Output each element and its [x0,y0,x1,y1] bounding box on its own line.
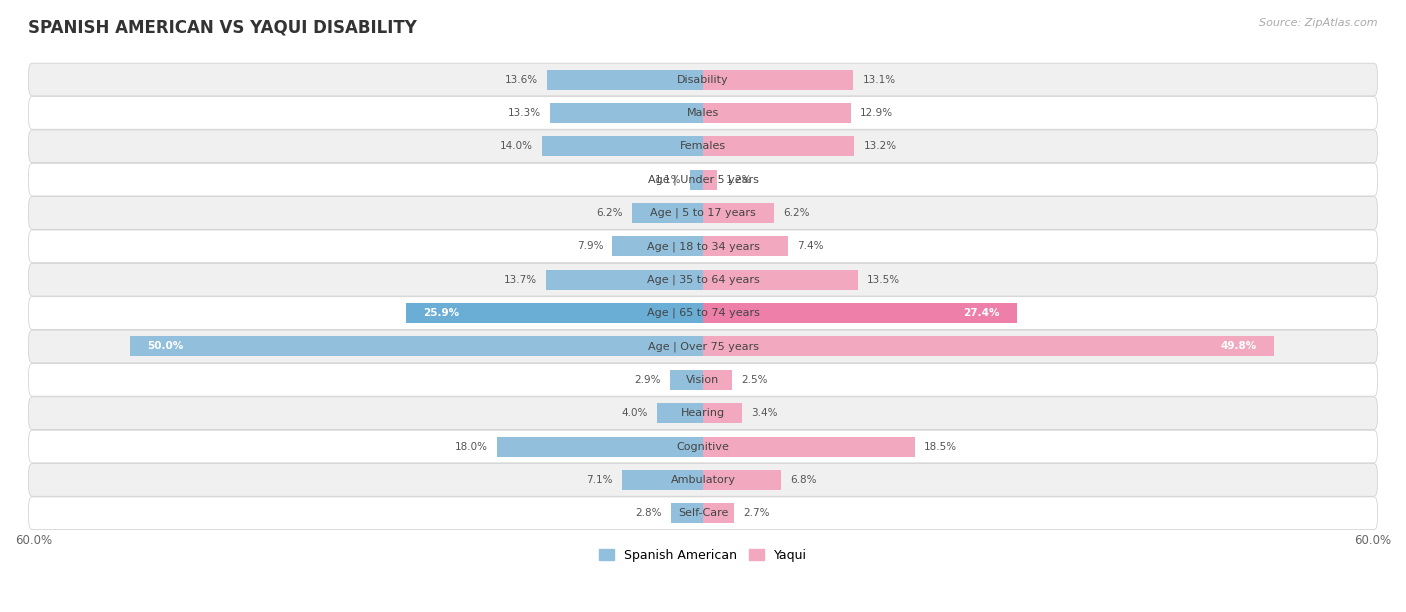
Bar [543,136,703,156]
Bar [551,103,703,123]
Bar [690,170,703,190]
Text: Self-Care: Self-Care [678,508,728,518]
Text: 13.2%: 13.2% [863,141,897,151]
FancyBboxPatch shape [28,97,1378,129]
Bar [703,236,787,256]
Bar [621,470,703,490]
Text: Age | Over 75 years: Age | Over 75 years [648,341,758,352]
Text: 6.8%: 6.8% [790,475,817,485]
Text: 27.4%: 27.4% [963,308,1000,318]
Bar [546,270,703,289]
Text: 13.1%: 13.1% [862,75,896,84]
Text: Hearing: Hearing [681,408,725,418]
Bar [703,103,851,123]
Bar [703,70,853,89]
Text: Males: Males [688,108,718,118]
Text: 13.7%: 13.7% [503,275,537,285]
Text: 6.2%: 6.2% [783,208,810,218]
Bar [703,203,775,223]
Text: Vision: Vision [686,375,720,385]
FancyBboxPatch shape [28,364,1378,396]
Text: 60.0%: 60.0% [1354,534,1391,547]
Text: 14.0%: 14.0% [501,141,533,151]
Text: 7.9%: 7.9% [576,241,603,252]
Bar [669,370,703,390]
Text: Disability: Disability [678,75,728,84]
Bar [703,436,915,457]
Text: Cognitive: Cognitive [676,441,730,452]
Bar [703,270,858,289]
Text: 1.1%: 1.1% [655,174,682,185]
FancyBboxPatch shape [28,497,1378,529]
Text: 25.9%: 25.9% [423,308,460,318]
Text: 49.8%: 49.8% [1220,341,1257,351]
Text: 3.4%: 3.4% [751,408,778,418]
FancyBboxPatch shape [28,130,1378,163]
Text: 13.3%: 13.3% [508,108,541,118]
Text: 1.2%: 1.2% [725,174,752,185]
Bar [631,203,703,223]
Bar [547,70,703,89]
Text: Age | 65 to 74 years: Age | 65 to 74 years [647,308,759,318]
FancyBboxPatch shape [28,330,1378,363]
Text: 4.0%: 4.0% [621,408,648,418]
Text: 6.2%: 6.2% [596,208,623,218]
Bar [703,136,855,156]
Bar [703,403,742,423]
Text: 13.6%: 13.6% [505,75,538,84]
Text: 2.5%: 2.5% [741,375,768,385]
Text: 18.5%: 18.5% [924,441,957,452]
Bar [703,370,731,390]
Text: 2.7%: 2.7% [744,508,769,518]
Text: Females: Females [681,141,725,151]
Text: 60.0%: 60.0% [15,534,52,547]
Bar [496,436,703,457]
FancyBboxPatch shape [28,196,1378,230]
Bar [406,303,703,323]
Bar [703,503,734,523]
Legend: Spanish American, Yaqui: Spanish American, Yaqui [593,544,813,567]
Text: 7.4%: 7.4% [797,241,824,252]
Text: Age | 5 to 17 years: Age | 5 to 17 years [650,207,756,218]
FancyBboxPatch shape [28,430,1378,463]
Text: SPANISH AMERICAN VS YAQUI DISABILITY: SPANISH AMERICAN VS YAQUI DISABILITY [28,18,418,36]
FancyBboxPatch shape [28,63,1378,96]
Text: 12.9%: 12.9% [860,108,893,118]
FancyBboxPatch shape [28,297,1378,329]
FancyBboxPatch shape [28,263,1378,296]
Text: 7.1%: 7.1% [586,475,613,485]
Text: 13.5%: 13.5% [868,275,900,285]
Bar [703,337,1274,356]
Bar [613,236,703,256]
Bar [703,470,780,490]
Bar [671,503,703,523]
Bar [657,403,703,423]
FancyBboxPatch shape [28,163,1378,196]
FancyBboxPatch shape [28,230,1378,263]
Text: 50.0%: 50.0% [146,341,183,351]
Text: Source: ZipAtlas.com: Source: ZipAtlas.com [1260,18,1378,28]
Bar [703,303,1017,323]
Text: 2.9%: 2.9% [634,375,661,385]
Text: Age | Under 5 years: Age | Under 5 years [648,174,758,185]
Text: Age | 18 to 34 years: Age | 18 to 34 years [647,241,759,252]
Bar [703,170,717,190]
FancyBboxPatch shape [28,463,1378,496]
Text: 18.0%: 18.0% [454,441,488,452]
FancyBboxPatch shape [28,397,1378,430]
Text: Ambulatory: Ambulatory [671,475,735,485]
Text: 2.8%: 2.8% [636,508,662,518]
Text: Age | 35 to 64 years: Age | 35 to 64 years [647,274,759,285]
Bar [129,337,703,356]
